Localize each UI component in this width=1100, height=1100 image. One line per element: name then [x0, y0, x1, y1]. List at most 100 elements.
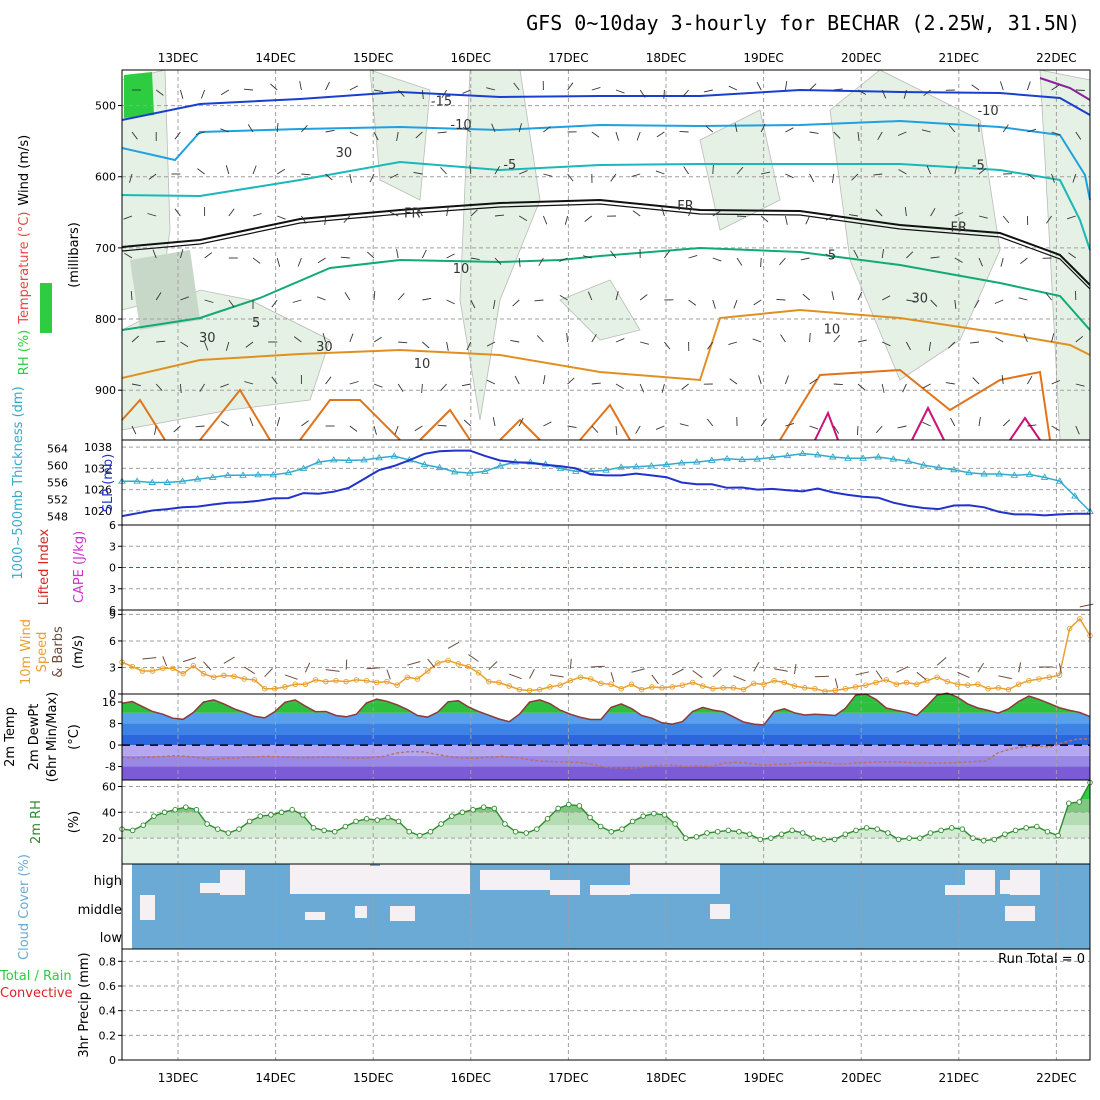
wind-barb [974, 299, 980, 309]
wind-barb [567, 425, 577, 429]
temp-tick-label: 8 [109, 718, 116, 731]
wind-barb [389, 173, 399, 179]
temp-band [122, 734, 1090, 746]
wind-barb [271, 299, 278, 308]
wind-barb [155, 383, 163, 392]
rh-point [363, 816, 370, 822]
thickness-point [844, 454, 852, 461]
wind-barb [950, 417, 956, 427]
wind-barb [632, 210, 641, 217]
rh-point [502, 821, 508, 827]
rh-point [874, 826, 881, 832]
thickness-point [798, 449, 807, 457]
slp-tick-label: 1020 [84, 505, 112, 518]
surface-wind-barb [366, 667, 381, 670]
wind-speed-point [465, 663, 472, 670]
rh-point [183, 804, 189, 810]
wind-barb [825, 215, 835, 221]
wind-barb [639, 89, 646, 98]
wind-speed-point [689, 679, 696, 686]
wind-barb [805, 215, 811, 225]
thickness-point [919, 461, 928, 468]
wind-barb [247, 124, 254, 133]
surface-wind-barb [569, 658, 572, 669]
rh-point [1076, 799, 1083, 805]
wind-barb [954, 165, 958, 175]
rh-point [576, 803, 583, 809]
rh-point [1023, 825, 1029, 831]
thickness-point [708, 456, 716, 463]
thickness-point [753, 455, 762, 462]
thickness-point [178, 477, 187, 484]
wind-barb [491, 123, 496, 133]
wind-barb [534, 299, 544, 302]
wind-speed-point [791, 683, 798, 689]
wind-barb [469, 164, 472, 175]
minmax-axis-label: (6hr Min/Max) [45, 692, 60, 782]
slp-tick-label: 1038 [84, 441, 112, 454]
wind-speed-point [893, 681, 900, 688]
wind-barb [252, 165, 257, 175]
date-label-top: 16DEC [451, 51, 491, 65]
wind-barb [688, 299, 697, 306]
wind-barb [851, 173, 859, 181]
thickness-point [360, 456, 368, 463]
temperature-contour [121, 119, 1091, 201]
wind-barb [631, 173, 641, 178]
surface-wind-barb [325, 669, 340, 672]
precip-convective-label: Convective [0, 986, 73, 1001]
thickness-point [435, 463, 444, 471]
wind-barb [582, 255, 592, 259]
wind-barb [486, 341, 496, 347]
thickness-point [647, 462, 656, 469]
wind-speed-point [557, 682, 563, 688]
rh-point [970, 835, 976, 841]
wind-barb [760, 257, 762, 268]
surface-wind-barb [182, 657, 197, 663]
cloud-block [1010, 870, 1040, 895]
wind-barb [587, 291, 593, 301]
precip-tick-label: 0.4 [99, 1005, 117, 1018]
cloud-level-label: middle [78, 903, 122, 918]
thickness-point [602, 466, 610, 473]
cloud-block [710, 904, 730, 919]
wind-barb [519, 170, 528, 175]
wind-barb [584, 215, 593, 222]
wind-speed-point [231, 673, 237, 680]
wind-barb [366, 251, 375, 259]
wind-barb [470, 209, 478, 217]
wind-speed-point [577, 674, 584, 680]
wind-speed-point [934, 674, 940, 680]
rh-point [885, 830, 891, 836]
rh-point [991, 836, 998, 843]
wind-barb [994, 299, 1004, 304]
date-label-top: 19DEC [743, 51, 783, 65]
contour-label: -5 [503, 158, 516, 173]
surface-wind-barb [1079, 603, 1094, 608]
rh-point [172, 806, 178, 813]
thickness-point [208, 473, 217, 480]
wind-barb [881, 89, 887, 99]
rh-point [555, 805, 561, 812]
upper-y-axis-label-part: RH (%) [17, 330, 32, 375]
wind-barb [179, 383, 182, 394]
wind-barb [1051, 425, 1060, 431]
wind-barb [636, 131, 641, 141]
wind-barb [322, 333, 327, 343]
wind-speed-point [435, 660, 441, 666]
date-label-bottom: 20DEC [841, 1071, 881, 1085]
wind-barb [325, 81, 330, 91]
wind-barb [542, 375, 546, 385]
wind-barb [466, 341, 472, 351]
wind-barb [179, 249, 184, 259]
wind-barb [640, 341, 650, 345]
wind-barb [857, 131, 860, 141]
wind-barb [131, 131, 138, 140]
wind-barb [712, 257, 722, 262]
wind-barb [978, 215, 988, 219]
rh-point [704, 830, 710, 836]
rh-point [1055, 832, 1061, 839]
wind-barb [243, 88, 254, 91]
wind-speed-point [251, 677, 258, 683]
wind-barb [301, 420, 309, 427]
